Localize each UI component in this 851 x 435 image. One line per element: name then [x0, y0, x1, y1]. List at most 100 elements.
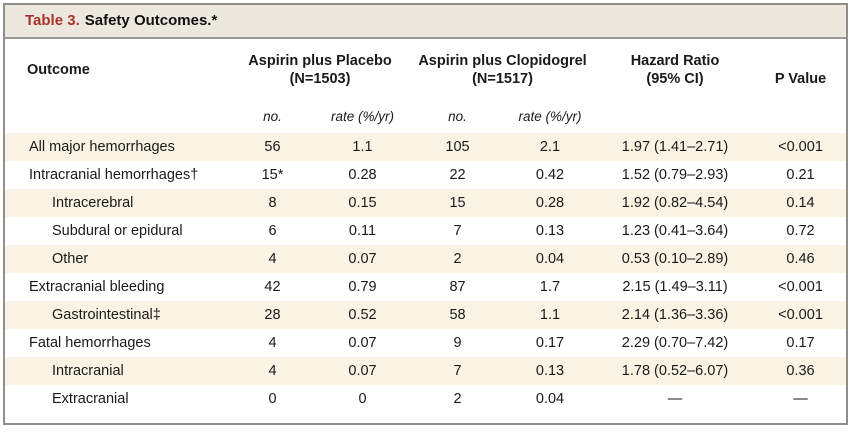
hazard-ratio-cell: 2.14 (1.36–3.36): [621, 307, 729, 323]
clopidogrel-no-cell: 22: [449, 167, 466, 183]
col-header-hazard-ratio: Hazard Ratio (95% CI): [595, 39, 755, 100]
table-bottom-padding: [5, 413, 846, 423]
p-value-cell: 0.14: [786, 195, 815, 211]
hazard-ratio-label: Hazard Ratio: [630, 52, 720, 69]
clopidogrel-rate-cell: 0.42: [535, 167, 565, 183]
placebo-no-cell: 56: [264, 139, 281, 155]
clopidogrel-rate-cell: 0.17: [535, 335, 565, 351]
subheader-spacer: [755, 100, 846, 133]
placebo-no-cell: 42: [264, 279, 281, 295]
outcome-cell: Intracranial: [52, 363, 124, 379]
outcomes-data-table: Outcome Aspirin plus Placebo (N=1503) As…: [5, 39, 847, 413]
table-row: Intracerebral 8 0.15 15 0.28 1.92 (0.82–…: [5, 189, 847, 217]
outcome-cell: Fatal hemorrhages: [29, 335, 151, 351]
outcome-cell: Subdural or epidural: [52, 223, 183, 239]
hazard-ratio-cell: 1.78 (0.52–6.07): [621, 363, 729, 379]
p-value-cell: 0.17: [786, 335, 815, 351]
clopidogrel-no-cell: 2: [453, 251, 462, 267]
hazard-ratio-cell: 1.97 (1.41–2.71): [621, 139, 729, 155]
placebo-no-cell: 6: [268, 223, 277, 239]
subheader-rate-placebo: rate (%/yr): [331, 108, 395, 124]
clopidogrel-rate-cell: 1.1: [539, 307, 561, 323]
hazard-ratio-cell: 1.23 (0.41–3.64): [621, 223, 729, 239]
p-value-cell: <0.001: [778, 279, 823, 295]
table-body: All major hemorrhages 56 1.1 105 2.1 1.9…: [5, 133, 847, 413]
subheader-rate-clopidogrel: rate (%/yr): [518, 108, 582, 124]
placebo-rate-cell: 0: [358, 391, 367, 407]
placebo-rate-cell: 0.07: [348, 251, 377, 267]
placebo-rate-cell: 0.07: [348, 363, 377, 379]
outcome-cell: Intracranial hemorrhages†: [29, 167, 199, 183]
placebo-rate-cell: 0.15: [348, 195, 377, 211]
table-number: Table 3.: [25, 12, 80, 29]
placebo-rate-cell: 0.52: [348, 307, 377, 323]
placebo-rate-cell: 0.79: [348, 279, 377, 295]
placebo-no-cell: 4: [268, 251, 277, 267]
outcome-cell: All major hemorrhages: [29, 139, 175, 155]
col-header-p-value: P Value: [774, 71, 827, 87]
clopidogrel-rate-cell: 0.13: [535, 363, 565, 379]
p-value-cell: 0.72: [786, 223, 815, 239]
placebo-no-cell: 4: [268, 363, 277, 379]
table-row: Fatal hemorrhages 4 0.07 9 0.17 2.29 (0.…: [5, 329, 846, 357]
table-row: Intracranial 4 0.07 7 0.13 1.78 (0.52–6.…: [5, 357, 847, 385]
p-value-cell: 0.36: [786, 363, 815, 379]
col-header-outcome: Outcome: [27, 61, 90, 78]
group-placebo-n: (N=1503): [289, 70, 351, 87]
hazard-ratio-cell: 1.92 (0.82–4.54): [621, 195, 729, 211]
hazard-ratio-cell: 2.15 (1.49–3.11): [622, 279, 728, 295]
table-row: Intracranial hemorrhages† 15* 0.28 22 0.…: [5, 161, 846, 189]
table-row: Other 4 0.07 2 0.04 0.53 (0.10–2.89) 0.4…: [5, 245, 847, 273]
table-header: Outcome Aspirin plus Placebo (N=1503) As…: [5, 39, 846, 133]
placebo-rate-cell: 0.07: [348, 335, 377, 351]
clopidogrel-no-cell: 87: [449, 279, 466, 295]
subheader-no-placebo: no.: [263, 108, 282, 124]
placebo-rate-cell: 1.1: [352, 139, 373, 155]
outcome-cell: Other: [52, 251, 89, 267]
placebo-no-cell: 4: [268, 335, 277, 351]
clopidogrel-no-cell: 15: [449, 195, 466, 211]
placebo-no-cell: 28: [264, 307, 281, 323]
outcome-cell: Intracerebral: [52, 195, 134, 211]
clopidogrel-no-cell: 58: [449, 307, 466, 323]
col-group-aspirin-placebo: Aspirin plus Placebo (N=1503): [230, 39, 410, 100]
subheader-no-clopidogrel: no.: [448, 108, 467, 124]
table-row: Extracranial bleeding 42 0.79 87 1.7 2.1…: [5, 273, 846, 301]
table-title-bar: Table 3. Safety Outcomes.*: [5, 5, 846, 39]
table-row: Subdural or epidural 6 0.11 7 0.13 1.23 …: [5, 217, 846, 245]
outcome-cell: Extracranial: [52, 391, 129, 407]
outcome-cell: Extracranial bleeding: [29, 279, 165, 295]
subheader-spacer: [595, 100, 755, 133]
clopidogrel-rate-cell: 0.28: [535, 195, 565, 211]
hazard-ratio-cell: 1.52 (0.79–2.93): [621, 167, 729, 183]
group-clopidogrel-name: Aspirin plus Clopidogrel: [418, 52, 587, 69]
p-value-cell: —: [793, 391, 808, 407]
table-row: All major hemorrhages 56 1.1 105 2.1 1.9…: [5, 133, 847, 161]
hazard-ratio-ci-label: (95% CI): [646, 70, 704, 87]
subheader-spacer: [5, 100, 230, 133]
table-row: Gastrointestinal‡ 28 0.52 58 1.1 2.14 (1…: [5, 301, 847, 329]
clopidogrel-no-cell: 9: [453, 335, 462, 351]
hazard-ratio-cell: 0.53 (0.10–2.89): [621, 251, 729, 267]
safety-outcomes-table: Table 3. Safety Outcomes.* Outcome Aspiri…: [3, 3, 848, 425]
hazard-ratio-cell: 2.29 (0.70–7.42): [621, 335, 729, 351]
placebo-rate-cell: 0.28: [348, 167, 377, 183]
placebo-rate-cell: 0.11: [348, 223, 377, 239]
placebo-no-cell: 8: [268, 195, 277, 211]
group-placebo-name: Aspirin plus Placebo: [248, 52, 392, 69]
clopidogrel-no-cell: 7: [453, 223, 462, 239]
clopidogrel-no-cell: 2: [453, 391, 462, 407]
outcome-cell: Gastrointestinal‡: [52, 307, 161, 323]
clopidogrel-no-cell: 105: [445, 139, 470, 155]
clopidogrel-rate-cell: 0.04: [535, 391, 565, 407]
p-value-cell: 0.21: [786, 167, 815, 183]
placebo-no-cell: 0: [268, 391, 277, 407]
p-value-cell: <0.001: [778, 139, 823, 155]
hazard-ratio-cell: —: [667, 391, 683, 407]
clopidogrel-rate-cell: 0.04: [535, 251, 565, 267]
table-title: Safety Outcomes.*: [84, 12, 218, 29]
p-value-cell: 0.46: [786, 251, 815, 267]
clopidogrel-rate-cell: 0.13: [535, 223, 565, 239]
table-row: Extracranial 0 0 2 0.04 — —: [5, 385, 846, 413]
